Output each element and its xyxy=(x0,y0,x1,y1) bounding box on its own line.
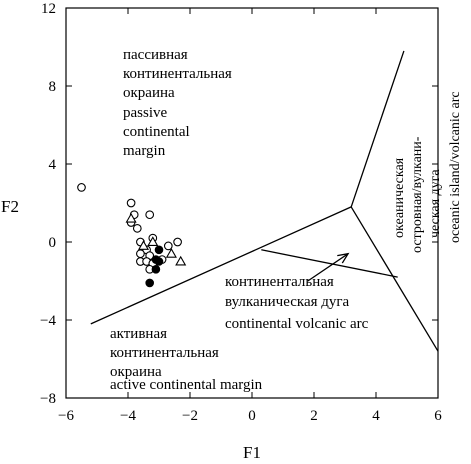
data-point-open-triangle xyxy=(165,247,177,258)
svg-text:margin: margin xyxy=(123,143,166,159)
data-point-open-circle xyxy=(126,198,136,208)
label-continental-arc: континентальная вулканическая дуга conti… xyxy=(225,274,369,332)
svg-text:continental: continental xyxy=(123,124,190,140)
data-point-filled-circle xyxy=(145,278,154,288)
label-passive-margin: пассивная континентальная окраина passiv… xyxy=(123,47,232,159)
svg-text:активная: активная xyxy=(110,326,167,342)
y-tick-label: −4 xyxy=(40,313,56,329)
arrow-shaft xyxy=(307,253,349,282)
x-tick-label: 2 xyxy=(310,408,318,424)
data-point-filled-circle xyxy=(151,255,161,264)
label-oceanic-arc: океаническая островная/вулкани- ческая д… xyxy=(392,91,463,253)
svg-text:окраина: окраина xyxy=(110,364,162,380)
data-point-open-triangle xyxy=(137,240,150,250)
svg-text:окраина: окраина xyxy=(123,85,175,101)
boundary-line xyxy=(350,206,439,352)
svg-text:континентальная: континентальная xyxy=(123,66,232,82)
x-axis-title: F1 xyxy=(243,443,261,462)
arrow-layer xyxy=(307,252,350,282)
x-tick-label: 0 xyxy=(248,408,256,424)
boundary-line xyxy=(90,206,352,325)
x-axis-ticks: −6 −4 −2 0 2 4 6 xyxy=(58,8,442,424)
data-point-open-circle xyxy=(173,237,182,247)
svg-text:active continental margin: active continental margin xyxy=(110,377,263,393)
data-point-filled-circle xyxy=(154,245,164,255)
x-tick-label: −4 xyxy=(120,408,136,424)
x-tick-label: 4 xyxy=(372,408,380,424)
x-tick-label: −2 xyxy=(182,408,198,424)
boundary-line xyxy=(261,249,398,278)
data-point-open-circle xyxy=(132,224,142,233)
svg-text:континентальная: континентальная xyxy=(225,274,334,290)
field-boundaries xyxy=(90,50,439,352)
svg-text:continental volcanic arc: continental volcanic arc xyxy=(225,316,369,332)
y-axis-ticks: −8 −4 0 4 8 12 xyxy=(40,1,438,407)
x-tick-label: −6 xyxy=(58,408,74,424)
data-point-open-triangle xyxy=(147,236,159,246)
data-point-open-circle xyxy=(136,249,145,259)
data-point-open-triangle xyxy=(175,255,187,266)
svg-text:ческая дуга: ческая дуга xyxy=(428,169,443,238)
y-axis-title: F2 xyxy=(1,197,19,216)
label-active-margin: активная континентальная окраина active … xyxy=(110,326,263,393)
svg-text:островная/вулкани-: островная/вулкани- xyxy=(410,136,425,253)
svg-text:океаническая: океаническая xyxy=(392,157,407,238)
data-point-open-circle xyxy=(163,241,173,251)
boundary-line xyxy=(350,50,405,208)
data-point-filled-circle xyxy=(151,265,161,274)
svg-text:вулканическая дуга: вулканическая дуга xyxy=(225,294,350,310)
data-point-open-circle xyxy=(77,183,86,192)
svg-text:континентальная: континентальная xyxy=(110,345,219,361)
y-tick-label: 4 xyxy=(49,157,57,173)
y-tick-label: 12 xyxy=(41,1,56,17)
arrow-head xyxy=(337,252,350,264)
svg-text:пассивная: пассивная xyxy=(123,47,188,63)
data-point-open-circle xyxy=(145,210,155,220)
y-tick-label: −8 xyxy=(40,391,56,407)
svg-text:oceanic island/volcanic arc: oceanic island/volcanic arc xyxy=(448,91,463,243)
data-point-open-triangle xyxy=(125,212,137,223)
y-tick-label: 0 xyxy=(49,235,57,251)
y-tick-label: 8 xyxy=(49,79,57,95)
x-tick-label: 6 xyxy=(434,408,442,424)
data-points xyxy=(77,183,187,288)
svg-text:passive: passive xyxy=(123,105,168,121)
